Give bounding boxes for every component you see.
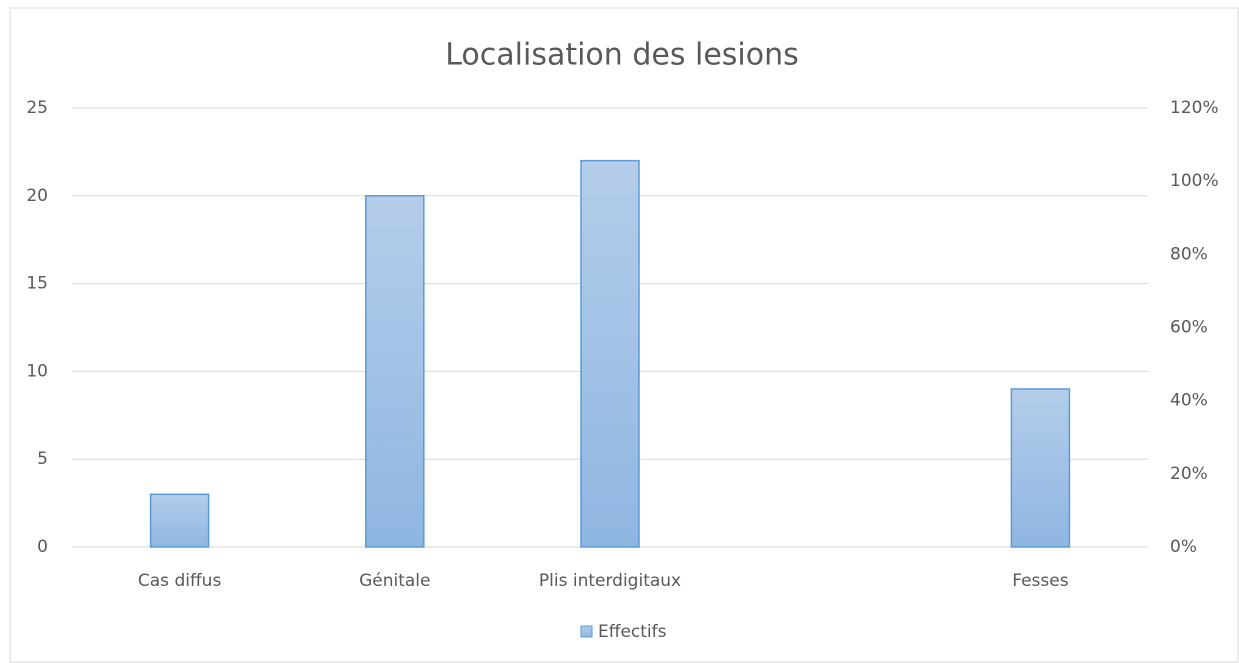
- y2-tick-label: 60%: [1170, 318, 1208, 338]
- y-tick-label: 5: [37, 449, 48, 469]
- y2-tick-label: 40%: [1170, 391, 1208, 411]
- chart-title: Localisation des lesions: [445, 38, 799, 73]
- x-tick-label: Génitale: [359, 571, 430, 591]
- x-tick-label: Fesses: [1012, 571, 1068, 591]
- y2-tick-label: 0%: [1170, 537, 1197, 557]
- y-tick-label: 0: [37, 537, 48, 557]
- y2-tick-label: 120%: [1170, 98, 1219, 118]
- bar: [365, 195, 425, 548]
- y2-tick-label: 20%: [1170, 464, 1208, 484]
- y2-tick-label: 80%: [1170, 244, 1208, 264]
- bar: [580, 159, 640, 548]
- y-tick-label: 15: [26, 274, 48, 294]
- y2-tick-label: 100%: [1170, 171, 1219, 191]
- legend-label: Effectifs: [598, 622, 667, 642]
- y-tick-label: 10: [26, 361, 48, 381]
- y-tick-label: 25: [26, 98, 48, 118]
- bar: [1010, 388, 1071, 548]
- x-tick-label: Cas diffus: [138, 571, 222, 591]
- y-tick-label: 20: [26, 186, 48, 206]
- x-tick-label: Plis interdigitaux: [539, 571, 681, 591]
- legend-swatch: [580, 625, 593, 638]
- bar: [149, 493, 210, 548]
